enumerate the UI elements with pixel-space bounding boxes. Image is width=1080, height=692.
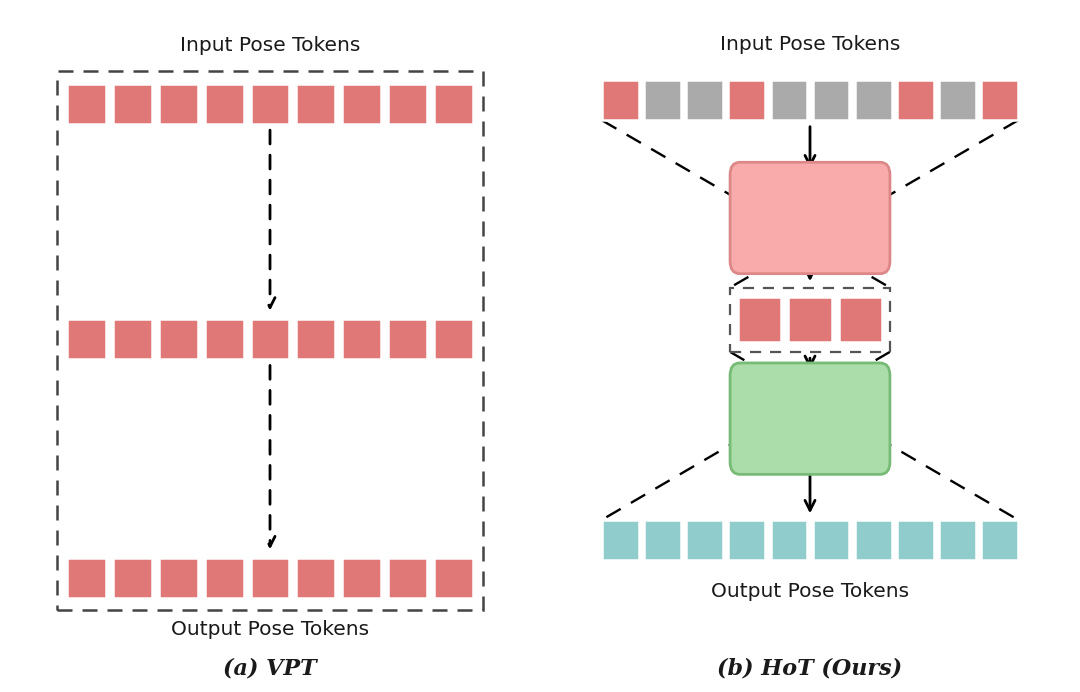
Text: Token
Pruning: Token Pruning bbox=[774, 194, 846, 242]
FancyBboxPatch shape bbox=[159, 84, 198, 124]
FancyBboxPatch shape bbox=[644, 80, 680, 120]
FancyBboxPatch shape bbox=[67, 84, 106, 124]
FancyBboxPatch shape bbox=[939, 80, 976, 120]
FancyBboxPatch shape bbox=[159, 558, 198, 598]
FancyBboxPatch shape bbox=[434, 558, 473, 598]
FancyBboxPatch shape bbox=[67, 558, 106, 598]
Text: Input Pose Tokens: Input Pose Tokens bbox=[179, 36, 361, 55]
FancyBboxPatch shape bbox=[770, 520, 807, 560]
FancyBboxPatch shape bbox=[434, 319, 473, 359]
FancyBboxPatch shape bbox=[603, 520, 638, 560]
FancyBboxPatch shape bbox=[296, 319, 335, 359]
Text: (a) VPT: (a) VPT bbox=[224, 657, 316, 680]
FancyBboxPatch shape bbox=[434, 84, 473, 124]
FancyBboxPatch shape bbox=[159, 319, 198, 359]
FancyBboxPatch shape bbox=[738, 298, 781, 343]
FancyBboxPatch shape bbox=[389, 319, 428, 359]
FancyBboxPatch shape bbox=[687, 520, 724, 560]
FancyBboxPatch shape bbox=[687, 80, 724, 120]
FancyBboxPatch shape bbox=[205, 319, 244, 359]
Text: Output Pose Tokens: Output Pose Tokens bbox=[171, 620, 369, 639]
FancyBboxPatch shape bbox=[813, 80, 849, 120]
Text: Input Pose Tokens: Input Pose Tokens bbox=[719, 35, 901, 54]
FancyBboxPatch shape bbox=[113, 84, 152, 124]
FancyBboxPatch shape bbox=[342, 84, 381, 124]
FancyBboxPatch shape bbox=[730, 363, 890, 475]
FancyBboxPatch shape bbox=[296, 84, 335, 124]
FancyBboxPatch shape bbox=[67, 319, 106, 359]
Text: (b) HoT (Ours): (b) HoT (Ours) bbox=[717, 657, 903, 680]
FancyBboxPatch shape bbox=[982, 80, 1017, 120]
FancyBboxPatch shape bbox=[788, 298, 832, 343]
Text: Output Pose Tokens: Output Pose Tokens bbox=[711, 582, 909, 601]
FancyBboxPatch shape bbox=[770, 80, 807, 120]
FancyBboxPatch shape bbox=[251, 319, 289, 359]
FancyBboxPatch shape bbox=[113, 558, 152, 598]
FancyBboxPatch shape bbox=[389, 558, 428, 598]
FancyBboxPatch shape bbox=[251, 558, 289, 598]
FancyBboxPatch shape bbox=[389, 84, 428, 124]
FancyBboxPatch shape bbox=[342, 319, 381, 359]
FancyBboxPatch shape bbox=[113, 319, 152, 359]
FancyBboxPatch shape bbox=[728, 80, 765, 120]
FancyBboxPatch shape bbox=[855, 80, 892, 120]
FancyBboxPatch shape bbox=[855, 520, 892, 560]
FancyBboxPatch shape bbox=[728, 520, 765, 560]
FancyBboxPatch shape bbox=[939, 520, 976, 560]
FancyBboxPatch shape bbox=[730, 163, 890, 273]
Text: Token
Recovering: Token Recovering bbox=[758, 395, 862, 442]
FancyBboxPatch shape bbox=[296, 558, 335, 598]
FancyBboxPatch shape bbox=[896, 520, 933, 560]
FancyBboxPatch shape bbox=[982, 520, 1017, 560]
FancyBboxPatch shape bbox=[896, 80, 933, 120]
FancyBboxPatch shape bbox=[205, 84, 244, 124]
FancyBboxPatch shape bbox=[839, 298, 882, 343]
FancyBboxPatch shape bbox=[603, 80, 638, 120]
FancyBboxPatch shape bbox=[342, 558, 381, 598]
FancyBboxPatch shape bbox=[251, 84, 289, 124]
FancyBboxPatch shape bbox=[813, 520, 849, 560]
FancyBboxPatch shape bbox=[644, 520, 680, 560]
FancyBboxPatch shape bbox=[205, 558, 244, 598]
